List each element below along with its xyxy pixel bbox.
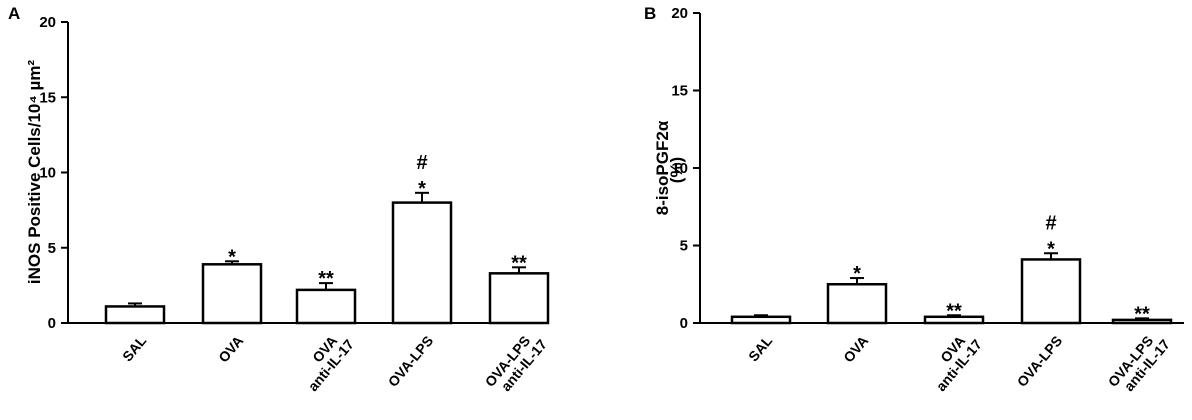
- bar: [201, 263, 263, 325]
- significance-mark: #: [416, 152, 427, 174]
- significance-mark: **: [511, 252, 527, 274]
- y-tick-label: 10: [39, 165, 56, 182]
- x-category-label: OVA-LPS: [385, 333, 437, 390]
- x-category-label-line: SAL: [745, 332, 776, 364]
- bar: [730, 315, 792, 325]
- y-tick-label: 0: [48, 315, 56, 332]
- significance-mark: *: [1047, 238, 1055, 260]
- significance-mark: *: [228, 246, 236, 268]
- x-category-label-line: SAL: [119, 332, 150, 364]
- panel-b-chart: 0 5 10 15 20 B 8-isoPGF2α(%) SAL * OVA ** OVAanti-I…: [644, 4, 1184, 399]
- significance-mark: *: [853, 263, 861, 285]
- x-category-label: OVA-LPSanti-IL-17: [1105, 326, 1173, 399]
- panel-label: A: [8, 4, 20, 23]
- x-category-label: OVA: [840, 333, 871, 366]
- significance-mark: #: [1045, 212, 1056, 234]
- y-tick-label: 10: [671, 160, 688, 177]
- significance-mark: **: [318, 268, 334, 290]
- x-category-label: SAL: [119, 332, 150, 364]
- significance-mark: *: [418, 178, 426, 200]
- y-tick-label: 15: [671, 83, 688, 100]
- x-category-label: OVAanti-IL-17: [921, 326, 985, 394]
- bar: [295, 288, 357, 325]
- x-category-label: SAL: [745, 332, 776, 364]
- y-axis-label-unit: (%): [667, 157, 686, 183]
- significance-mark: **: [946, 300, 962, 322]
- y-tick-label: 20: [39, 14, 56, 31]
- x-category-label-line: OVA-LPS: [1014, 333, 1066, 390]
- y-tick-label: 20: [671, 5, 688, 22]
- x-category-label-line: OVA-LPS: [385, 333, 437, 390]
- bar: [488, 272, 550, 325]
- y-axis-label: iNOS Positive Cells/10⁴ µm²: [25, 60, 44, 285]
- x-category-label: OVA-LPS: [1014, 333, 1066, 390]
- bar: [104, 305, 166, 325]
- x-category-label-line: OVA: [840, 333, 871, 366]
- y-tick-label: 15: [39, 89, 56, 106]
- y-tick-label: 5: [680, 238, 688, 255]
- significance-mark: **: [1134, 303, 1150, 325]
- bar: [1020, 258, 1082, 325]
- x-category-label: OVA-LPSanti-IL-17: [482, 326, 550, 399]
- x-category-label-line: OVA: [215, 333, 246, 366]
- panel-label: B: [644, 4, 656, 23]
- bar: [826, 283, 888, 325]
- y-tick-label: 0: [680, 315, 688, 332]
- x-category-label: OVA: [215, 333, 246, 366]
- y-tick-label: 5: [48, 240, 56, 257]
- bar: [391, 201, 453, 325]
- x-category-label: OVAanti-IL-17: [293, 326, 357, 394]
- y-axis-label: 8-isoPGF2α: [653, 120, 672, 215]
